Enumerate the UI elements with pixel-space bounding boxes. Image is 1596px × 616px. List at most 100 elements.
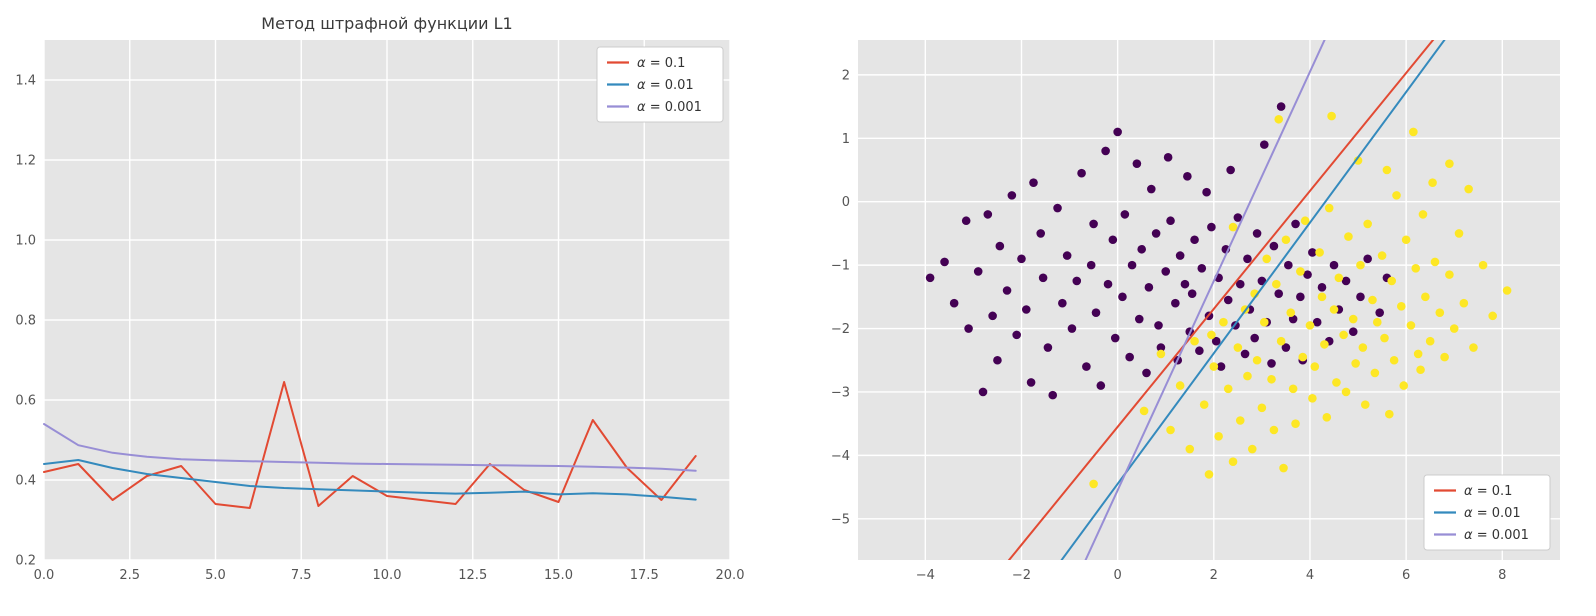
legend-label: α = 0.01	[1464, 506, 1521, 521]
scatter-point	[1243, 254, 1252, 264]
scatter-point	[1291, 219, 1300, 229]
scatter-point	[1252, 229, 1262, 238]
x-tick-label: 17.5	[630, 568, 659, 583]
scatter-point	[1348, 314, 1358, 324]
scatter-point	[1274, 289, 1284, 298]
scatter-point	[1449, 324, 1459, 333]
scatter-point	[1144, 283, 1154, 292]
y-tick-label: 0.4	[15, 474, 36, 489]
scatter-point	[1235, 279, 1245, 289]
scatter-point	[1043, 343, 1053, 352]
scatter-point	[1233, 213, 1243, 222]
scatter-point	[1488, 311, 1497, 321]
decision-boundary-line	[1084, 40, 1326, 560]
y-tick-label: 0	[842, 195, 850, 210]
scatter-point	[1430, 257, 1440, 267]
scatter-point	[1276, 336, 1286, 346]
scatter-point	[1372, 317, 1382, 327]
scatter-point	[1291, 419, 1300, 428]
scatter-point	[1308, 393, 1317, 403]
scatter-point	[1428, 178, 1437, 187]
scatter-point	[1262, 254, 1271, 264]
scatter-point	[1478, 260, 1488, 270]
scatter-point	[1185, 444, 1195, 454]
x-tick-label: 7.5	[291, 568, 312, 583]
y-tick-label: 1	[842, 132, 850, 147]
scatter-point	[1207, 330, 1216, 340]
x-tick-label: 20.0	[716, 568, 745, 583]
scatter-point	[1392, 191, 1401, 200]
scatter-point	[1397, 302, 1406, 311]
scatter-point	[1454, 229, 1464, 238]
legend-label: α = 0.1	[637, 56, 685, 71]
scatter-point	[1175, 381, 1185, 390]
scatter-point	[1197, 263, 1207, 273]
scatter-point	[1351, 359, 1360, 368]
y-tick-label: 1.0	[15, 234, 36, 249]
scatter-point	[1274, 114, 1284, 124]
legend-box	[1423, 474, 1551, 551]
scatter-point	[1086, 260, 1096, 270]
scatter-point	[1281, 343, 1291, 352]
scatter-point	[1406, 321, 1416, 330]
scatter-point	[1180, 279, 1190, 289]
scatter-point	[1125, 352, 1134, 362]
scatter-point	[1223, 295, 1233, 305]
y-tick-label: −1	[831, 259, 850, 274]
scatter-point	[1204, 470, 1214, 479]
scatter-point	[1187, 289, 1197, 298]
scatter-point	[1322, 413, 1332, 422]
y-tick-label: −4	[831, 449, 850, 464]
scatter-point	[1113, 127, 1122, 137]
scatter-point	[1021, 305, 1031, 314]
scatter-point	[1036, 229, 1046, 238]
scatter-point	[1089, 479, 1098, 489]
scatter-point	[1413, 349, 1423, 359]
scatter-point	[1108, 235, 1118, 245]
scatter-point	[1235, 416, 1245, 425]
scatter-point	[1356, 292, 1365, 302]
scatter-point	[1067, 324, 1077, 333]
scatter-point	[1195, 346, 1204, 356]
scatter-point	[1267, 374, 1276, 384]
left-chart-title: Метод штрафной функции L1	[261, 14, 513, 33]
scatter-point	[1216, 362, 1226, 371]
scatter-point	[1341, 276, 1351, 286]
scatter-point	[1190, 336, 1199, 346]
scatter-point	[1156, 349, 1166, 359]
scatter-point	[1142, 368, 1151, 378]
scatter-point	[1288, 384, 1298, 394]
y-tick-label: 1.2	[15, 154, 36, 169]
scatter-point	[1375, 308, 1384, 317]
scatter-point	[995, 241, 1005, 251]
scatter-point	[1082, 362, 1091, 371]
y-tick-label: −3	[831, 385, 850, 400]
scatter-point	[1096, 381, 1106, 390]
scatter-point	[1161, 267, 1171, 276]
scatter-point	[1120, 210, 1130, 219]
x-tick-label: 8	[1498, 568, 1506, 583]
scatter-point	[1223, 384, 1233, 394]
y-tick-label: 0.8	[15, 314, 36, 329]
x-tick-label: 6	[1402, 568, 1410, 583]
scatter-point	[1310, 362, 1320, 371]
scatter-point	[1272, 279, 1281, 289]
scatter-point	[1363, 219, 1372, 229]
scatter-point	[1166, 216, 1175, 226]
scatter-point	[1418, 210, 1428, 219]
scatter-point	[949, 298, 959, 308]
scatter-point	[1353, 156, 1363, 165]
legend-box	[596, 46, 724, 123]
legend-label: α = 0.001	[637, 100, 702, 115]
scatter-point	[1341, 387, 1351, 397]
scatter-decision-chart: −4 −2 0 2 4 6 8 −5 −4 −3 −2 −1 0 1 2 α = 0.1 α = 0.01 α =…	[831, 40, 1560, 583]
scatter-point	[1154, 321, 1163, 330]
scatter-point	[1151, 229, 1161, 238]
x-tick-label: 0	[1114, 568, 1122, 583]
scatter-point	[1012, 330, 1021, 340]
scatter-point	[1329, 260, 1339, 270]
scatter-point	[1284, 260, 1293, 270]
scatter-point	[1250, 333, 1259, 343]
